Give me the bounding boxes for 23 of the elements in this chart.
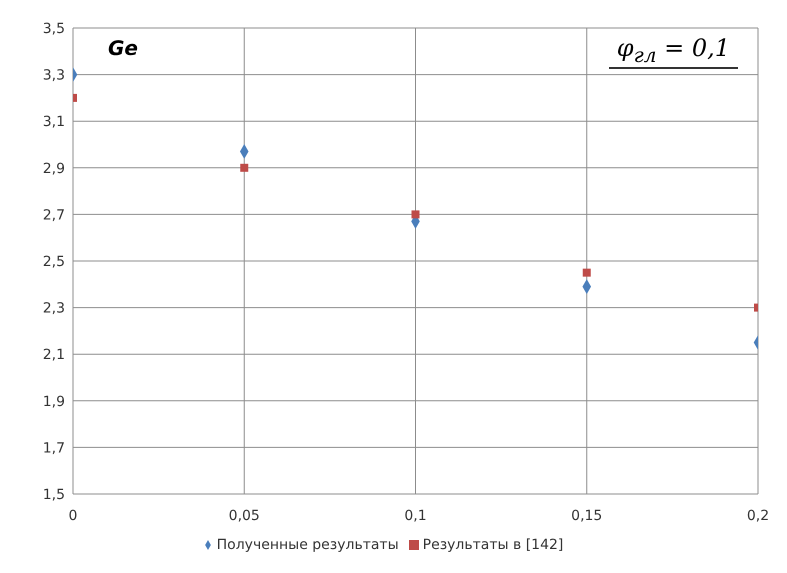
annotation: Ge xyxy=(108,36,138,60)
x-tick-label: 0,15 xyxy=(571,508,602,524)
annotation: φ$_{гл}$ = 0,1 xyxy=(608,34,738,69)
point xyxy=(240,164,248,172)
x-tick-label: 0,2 xyxy=(746,508,770,524)
y-tick-label: 2,1 xyxy=(42,347,65,364)
y-tick-label: 2,7 xyxy=(42,207,65,224)
y-tick-label: 1,5 xyxy=(42,486,65,503)
x-tick-label: 0 xyxy=(68,508,78,524)
y-tick-label: 3,1 xyxy=(42,114,65,130)
y-tick-label: 1,9 xyxy=(42,394,65,410)
y-tick-label: 3,3 xyxy=(42,68,65,84)
x-tick-label: 0,1 xyxy=(404,508,427,524)
point xyxy=(582,268,591,277)
y-tick-label: 3,5 xyxy=(42,20,65,37)
x-tick-label: 0,05 xyxy=(228,508,260,524)
y-tick-label: 2,3 xyxy=(42,300,65,317)
point xyxy=(412,210,420,218)
legend-label: Результаты в [142] xyxy=(422,537,564,553)
y-tick-label: 2,5 xyxy=(42,254,65,270)
y-tick-label: 1,7 xyxy=(42,440,65,456)
y-tick-label: 2,9 xyxy=(42,160,65,177)
legend-label: Полученные результаты xyxy=(216,537,399,553)
